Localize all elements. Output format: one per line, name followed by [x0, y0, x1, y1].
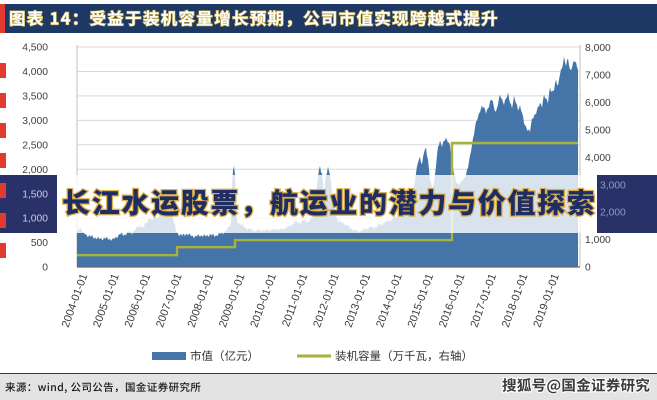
svg-text:4,000: 4,000	[22, 67, 48, 78]
svg-text:3,000: 3,000	[600, 180, 626, 191]
svg-text:1,000: 1,000	[585, 235, 611, 246]
svg-text:2,000: 2,000	[22, 165, 48, 176]
svg-text:4,500: 4,500	[22, 43, 48, 54]
svg-text:7,000: 7,000	[585, 71, 611, 82]
svg-text:0: 0	[585, 263, 591, 274]
svg-text:0: 0	[42, 263, 48, 274]
svg-text:2,000: 2,000	[600, 208, 626, 219]
svg-text:6,000: 6,000	[585, 98, 611, 109]
svg-text:2,500: 2,500	[22, 140, 48, 151]
svg-text:8,000: 8,000	[585, 43, 611, 54]
svg-text:1,500: 1,500	[22, 189, 48, 200]
svg-text:1,000: 1,000	[22, 214, 48, 225]
svg-text:4,000: 4,000	[585, 153, 611, 164]
svg-text:3,000: 3,000	[22, 116, 48, 127]
svg-text:500: 500	[31, 238, 48, 249]
svg-text:3,500: 3,500	[22, 92, 48, 103]
svg-text:5,000: 5,000	[585, 125, 611, 136]
